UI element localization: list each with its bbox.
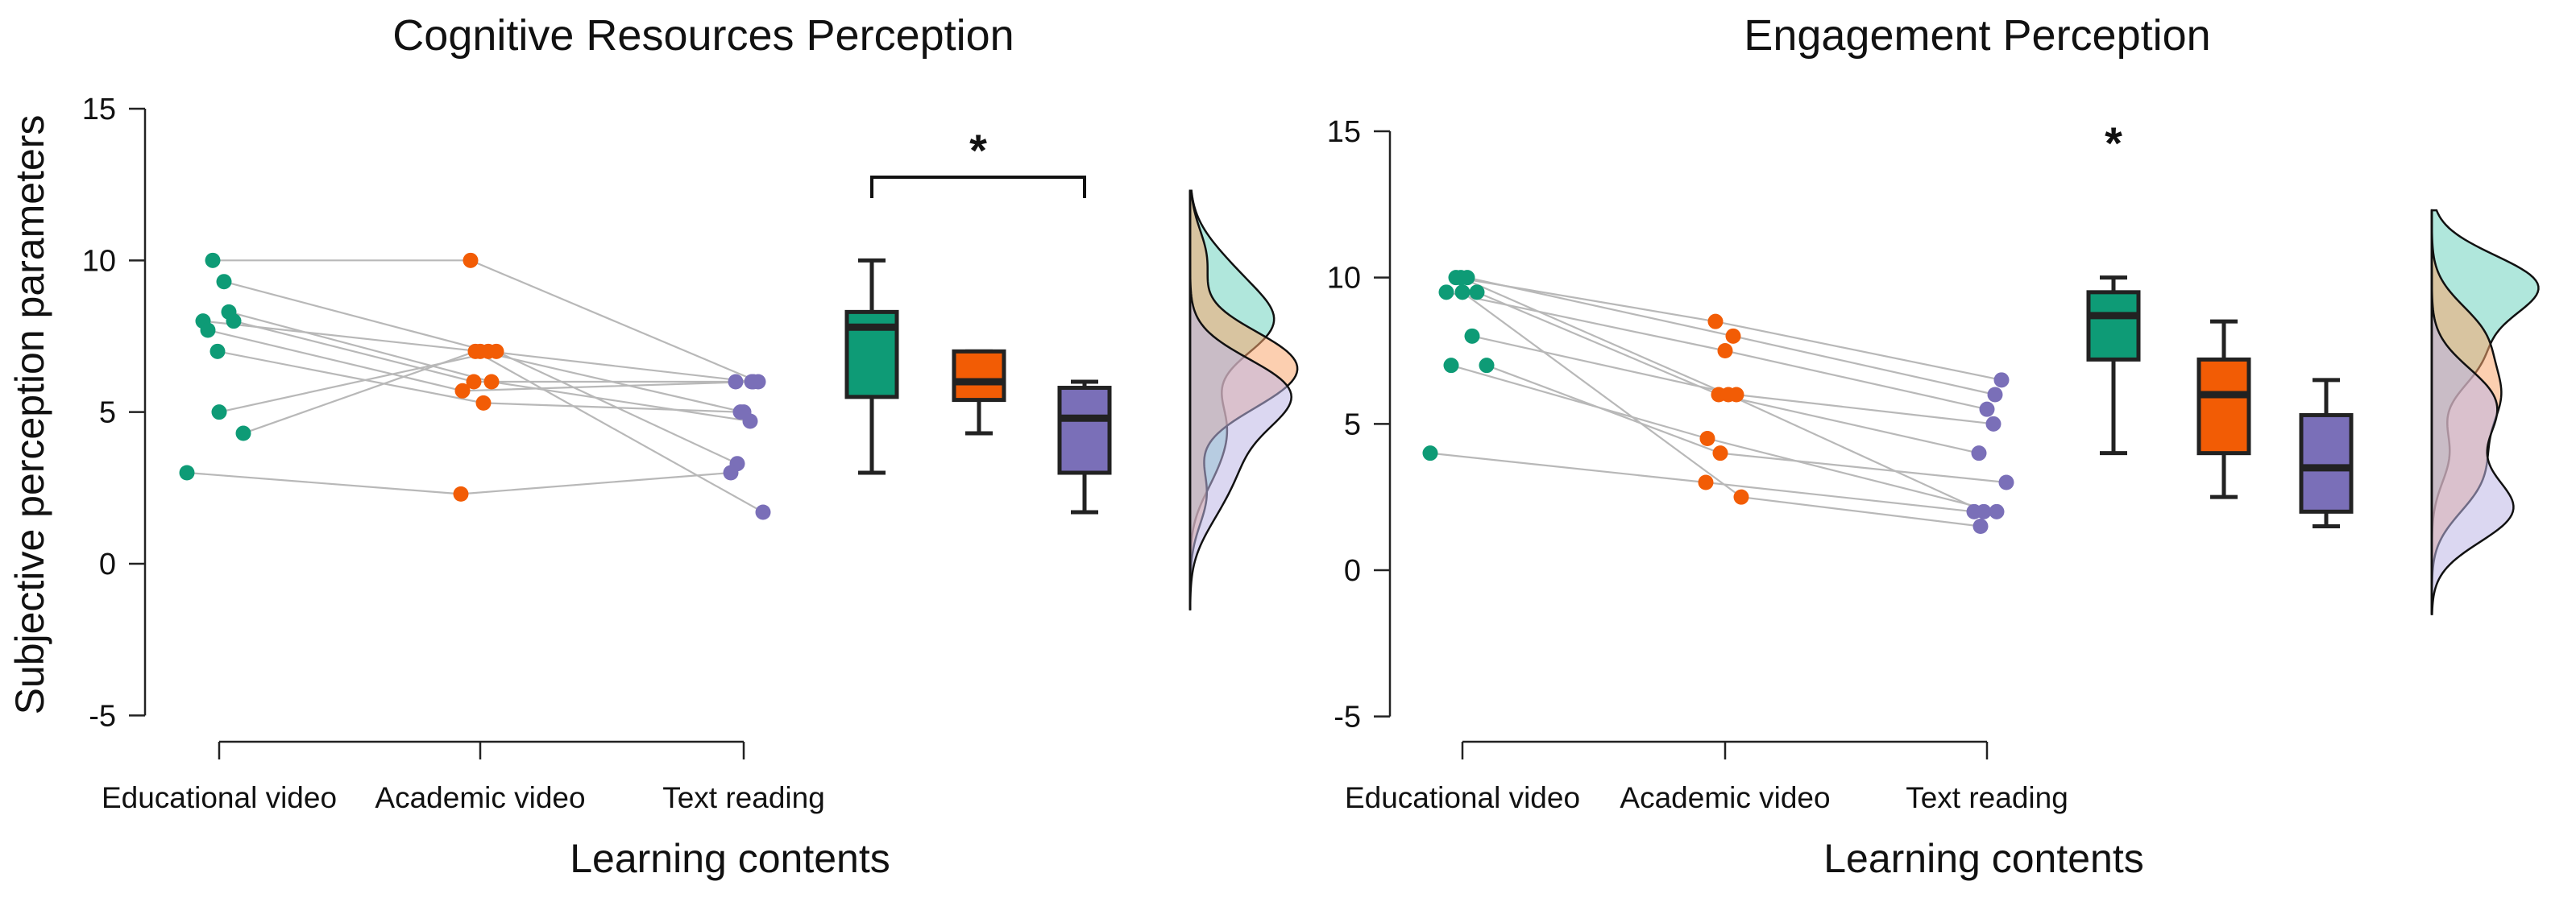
data-point — [755, 504, 771, 520]
data-point — [475, 395, 492, 411]
x-tick-label: Academic video — [375, 781, 585, 814]
data-point — [1972, 519, 1989, 534]
data-point — [723, 465, 739, 481]
significance-star: * — [969, 125, 987, 176]
significance-star: * — [2105, 118, 2122, 168]
paired-line — [1462, 291, 1981, 528]
data-point — [1985, 416, 2001, 432]
data-point — [179, 465, 195, 481]
data-point — [1987, 387, 2003, 403]
data-point — [200, 322, 216, 338]
data-point — [1443, 358, 1459, 374]
data-point — [211, 404, 227, 420]
y-tick-label: 15 — [82, 93, 116, 126]
data-point — [1464, 328, 1480, 344]
box-iqr — [952, 349, 1006, 403]
y-tick-label: 5 — [1344, 408, 1361, 441]
data-point — [1707, 313, 1724, 329]
paired-line — [213, 259, 759, 383]
x-tick-label: Educational video — [102, 781, 337, 814]
paired-line — [243, 350, 764, 513]
data-point — [1998, 474, 2014, 490]
x-tick-label: Educational video — [1345, 781, 1580, 814]
data-point — [1971, 445, 1987, 461]
box-iqr — [1057, 386, 1112, 475]
significance-bracket — [870, 176, 1086, 198]
data-point — [1699, 431, 1715, 446]
data-point — [1438, 284, 1454, 300]
data-point — [216, 274, 232, 290]
y-tick-label: 0 — [99, 548, 116, 581]
data-point — [1717, 343, 1733, 358]
y-tick-label: 0 — [1344, 554, 1361, 588]
y-tick-label: -5 — [1334, 701, 1361, 734]
data-point — [1720, 387, 1736, 403]
data-point — [221, 304, 237, 320]
panel-engagement: Engagement Perception -5 0 5 10 15 Educational… — [1327, 11, 2540, 881]
x-tick-label: Academic video — [1620, 781, 1830, 814]
data-point — [1454, 284, 1471, 300]
data-point — [209, 343, 226, 359]
data-point — [1979, 401, 1995, 417]
data-point — [467, 343, 483, 359]
data-point — [728, 374, 744, 390]
chart-title: Engagement Perception — [1744, 11, 2210, 60]
chart-title: Cognitive Resources Perception — [392, 11, 1014, 60]
panel-cognitive-resources: Cognitive Resources Perception -5 0 5 10 15 Ed… — [82, 11, 1299, 881]
y-tick-label: 10 — [82, 244, 116, 278]
data-point — [1725, 328, 1741, 344]
box-iqr — [2196, 357, 2251, 456]
x-tick-label: Text reading — [1906, 781, 2068, 814]
data-point — [1453, 270, 1469, 286]
data-point — [205, 252, 221, 268]
data-point — [466, 374, 482, 390]
data-point — [742, 413, 758, 429]
data-point — [463, 252, 479, 268]
data-point — [454, 383, 471, 399]
data-point — [453, 486, 469, 502]
data-point — [1422, 445, 1438, 461]
paired-line — [1476, 291, 1980, 454]
data-point — [1712, 445, 1728, 461]
data-point — [1993, 372, 2010, 388]
data-point — [1733, 489, 1749, 505]
y-tick-label: 15 — [1327, 115, 1361, 149]
x-axis-label: Learning contents — [570, 836, 890, 881]
x-axis-label: Learning contents — [1823, 836, 2144, 881]
data-point — [488, 343, 504, 359]
x-tick-label: Text reading — [662, 781, 825, 814]
data-point — [235, 425, 251, 441]
y-tick-label: 10 — [1327, 262, 1361, 296]
y-tick-label: 5 — [99, 396, 116, 430]
data-point — [1698, 474, 1714, 490]
data-point — [745, 374, 761, 390]
data-point — [1469, 284, 1485, 300]
data-point — [1479, 358, 1495, 374]
data-point — [1966, 503, 1982, 519]
y-axis-label: Subjective perception parameters — [7, 115, 52, 715]
box-iqr — [2086, 290, 2141, 362]
y-tick-label: -5 — [89, 699, 116, 733]
data-point — [1989, 503, 2005, 519]
paired-line — [1471, 335, 1994, 425]
data-point — [483, 374, 500, 390]
box-iqr — [2299, 412, 2354, 514]
data-point — [732, 404, 749, 420]
paired-line — [1486, 364, 2007, 484]
